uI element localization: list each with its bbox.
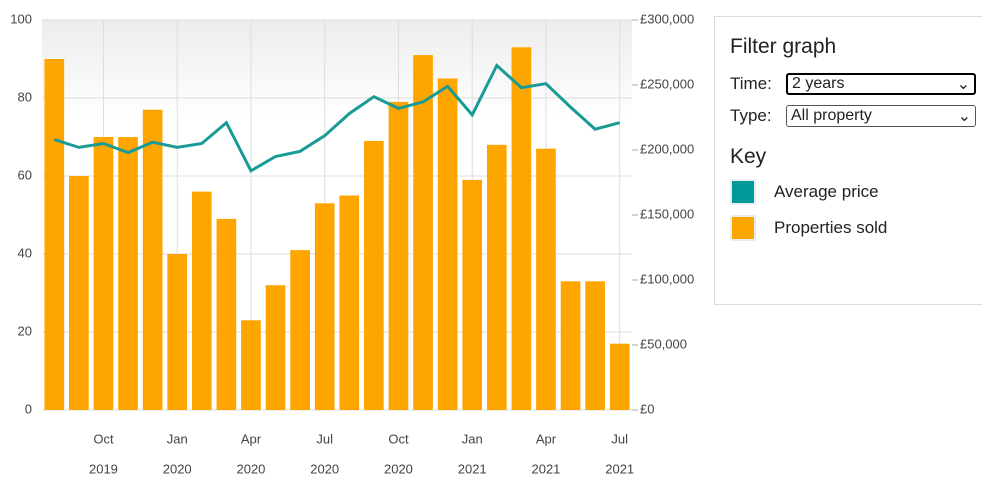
legend-label: Average price bbox=[774, 182, 879, 201]
chevron: ⌄ bbox=[956, 76, 970, 93]
x-tick-label: 2020 bbox=[310, 461, 339, 476]
bar bbox=[462, 179, 483, 410]
bar bbox=[241, 320, 261, 410]
bar bbox=[118, 137, 138, 410]
x-tick-label: 2021 bbox=[605, 461, 634, 476]
x-tick-label: 2021 bbox=[458, 461, 487, 476]
x-tick-label: Jan bbox=[462, 431, 483, 446]
chevron: ⌄ bbox=[957, 108, 971, 125]
chart: 0 20 40 60 80 100 £0 £50,000 £100,000 £150,000 £20… bbox=[10, 11, 694, 476]
x-tick-label: 2021 bbox=[531, 461, 560, 476]
bar bbox=[290, 250, 310, 410]
y2-tick-label: £200,000 bbox=[640, 141, 694, 156]
bar bbox=[142, 109, 163, 410]
x-tick-label: 2020 bbox=[236, 461, 265, 476]
bar bbox=[388, 101, 409, 411]
y2-tick-label: £250,000 bbox=[640, 76, 694, 91]
line bbox=[53, 63, 621, 173]
y2-tick-label: £300,000 bbox=[640, 11, 694, 26]
bar bbox=[437, 78, 458, 410]
legend-swatch bbox=[730, 215, 756, 241]
panel-title: Filter graph bbox=[730, 35, 837, 58]
filter-panel: Filter graph Time: 2 years ⌄ Type: All prop… bbox=[714, 16, 982, 305]
bar bbox=[167, 254, 188, 410]
legend-label: Properties sold bbox=[774, 218, 888, 237]
type-value: All property bbox=[791, 107, 872, 124]
x-tick-label: Jul bbox=[611, 431, 628, 446]
y-tick-label: 80 bbox=[18, 89, 32, 104]
bar bbox=[609, 343, 630, 410]
x-tick-label: Jan bbox=[167, 431, 188, 446]
time-select[interactable]: 2 years ⌄ bbox=[786, 73, 976, 95]
y2-tick-label: £50,000 bbox=[640, 336, 687, 351]
x-tick-label: 2019 bbox=[89, 461, 118, 476]
y2-tick-label: £0 bbox=[640, 401, 654, 416]
x-tick-label: 2020 bbox=[384, 461, 413, 476]
bar bbox=[364, 140, 384, 410]
bar bbox=[93, 137, 114, 410]
x-tick-label: Jul bbox=[316, 431, 333, 446]
bar bbox=[339, 195, 360, 410]
x-tick-label: Oct bbox=[93, 431, 114, 446]
time-row: Time: 2 years ⌄ bbox=[730, 73, 982, 95]
bar bbox=[585, 281, 605, 410]
type-label: Type: bbox=[730, 106, 772, 125]
bar bbox=[511, 47, 532, 411]
bar bbox=[69, 176, 89, 410]
bar bbox=[216, 218, 237, 410]
legend-item: Properties sold bbox=[730, 215, 982, 241]
y-tick-label: 40 bbox=[18, 245, 32, 260]
x-tick-label: Oct bbox=[388, 431, 409, 446]
bar bbox=[560, 281, 581, 410]
key-title: Key bbox=[730, 145, 767, 168]
x-tick-label: Apr bbox=[536, 431, 557, 446]
bar bbox=[265, 285, 286, 410]
time-value: 2 years bbox=[792, 75, 845, 92]
y-tick-label: 20 bbox=[18, 323, 32, 338]
x-tick-label: 2020 bbox=[163, 461, 192, 476]
time-label: Time: bbox=[730, 74, 772, 93]
bar bbox=[191, 191, 212, 410]
bar bbox=[413, 55, 433, 410]
type-row: Type: All property ⌄ bbox=[730, 105, 982, 127]
bar bbox=[536, 148, 556, 410]
x-tick-label: Apr bbox=[241, 431, 262, 446]
y-tick-label: 60 bbox=[18, 167, 32, 182]
y-tick-label: 100 bbox=[10, 11, 32, 26]
legend-swatch bbox=[730, 179, 756, 205]
y2-tick-label: £100,000 bbox=[640, 271, 694, 286]
legend-item: Average price bbox=[730, 179, 982, 205]
type-select[interactable]: All property ⌄ bbox=[786, 105, 976, 127]
y-tick-label: 0 bbox=[25, 401, 32, 416]
bar bbox=[44, 59, 65, 410]
y2-tick-label: £150,000 bbox=[640, 206, 694, 221]
bar bbox=[486, 144, 507, 411]
bar bbox=[314, 203, 335, 410]
